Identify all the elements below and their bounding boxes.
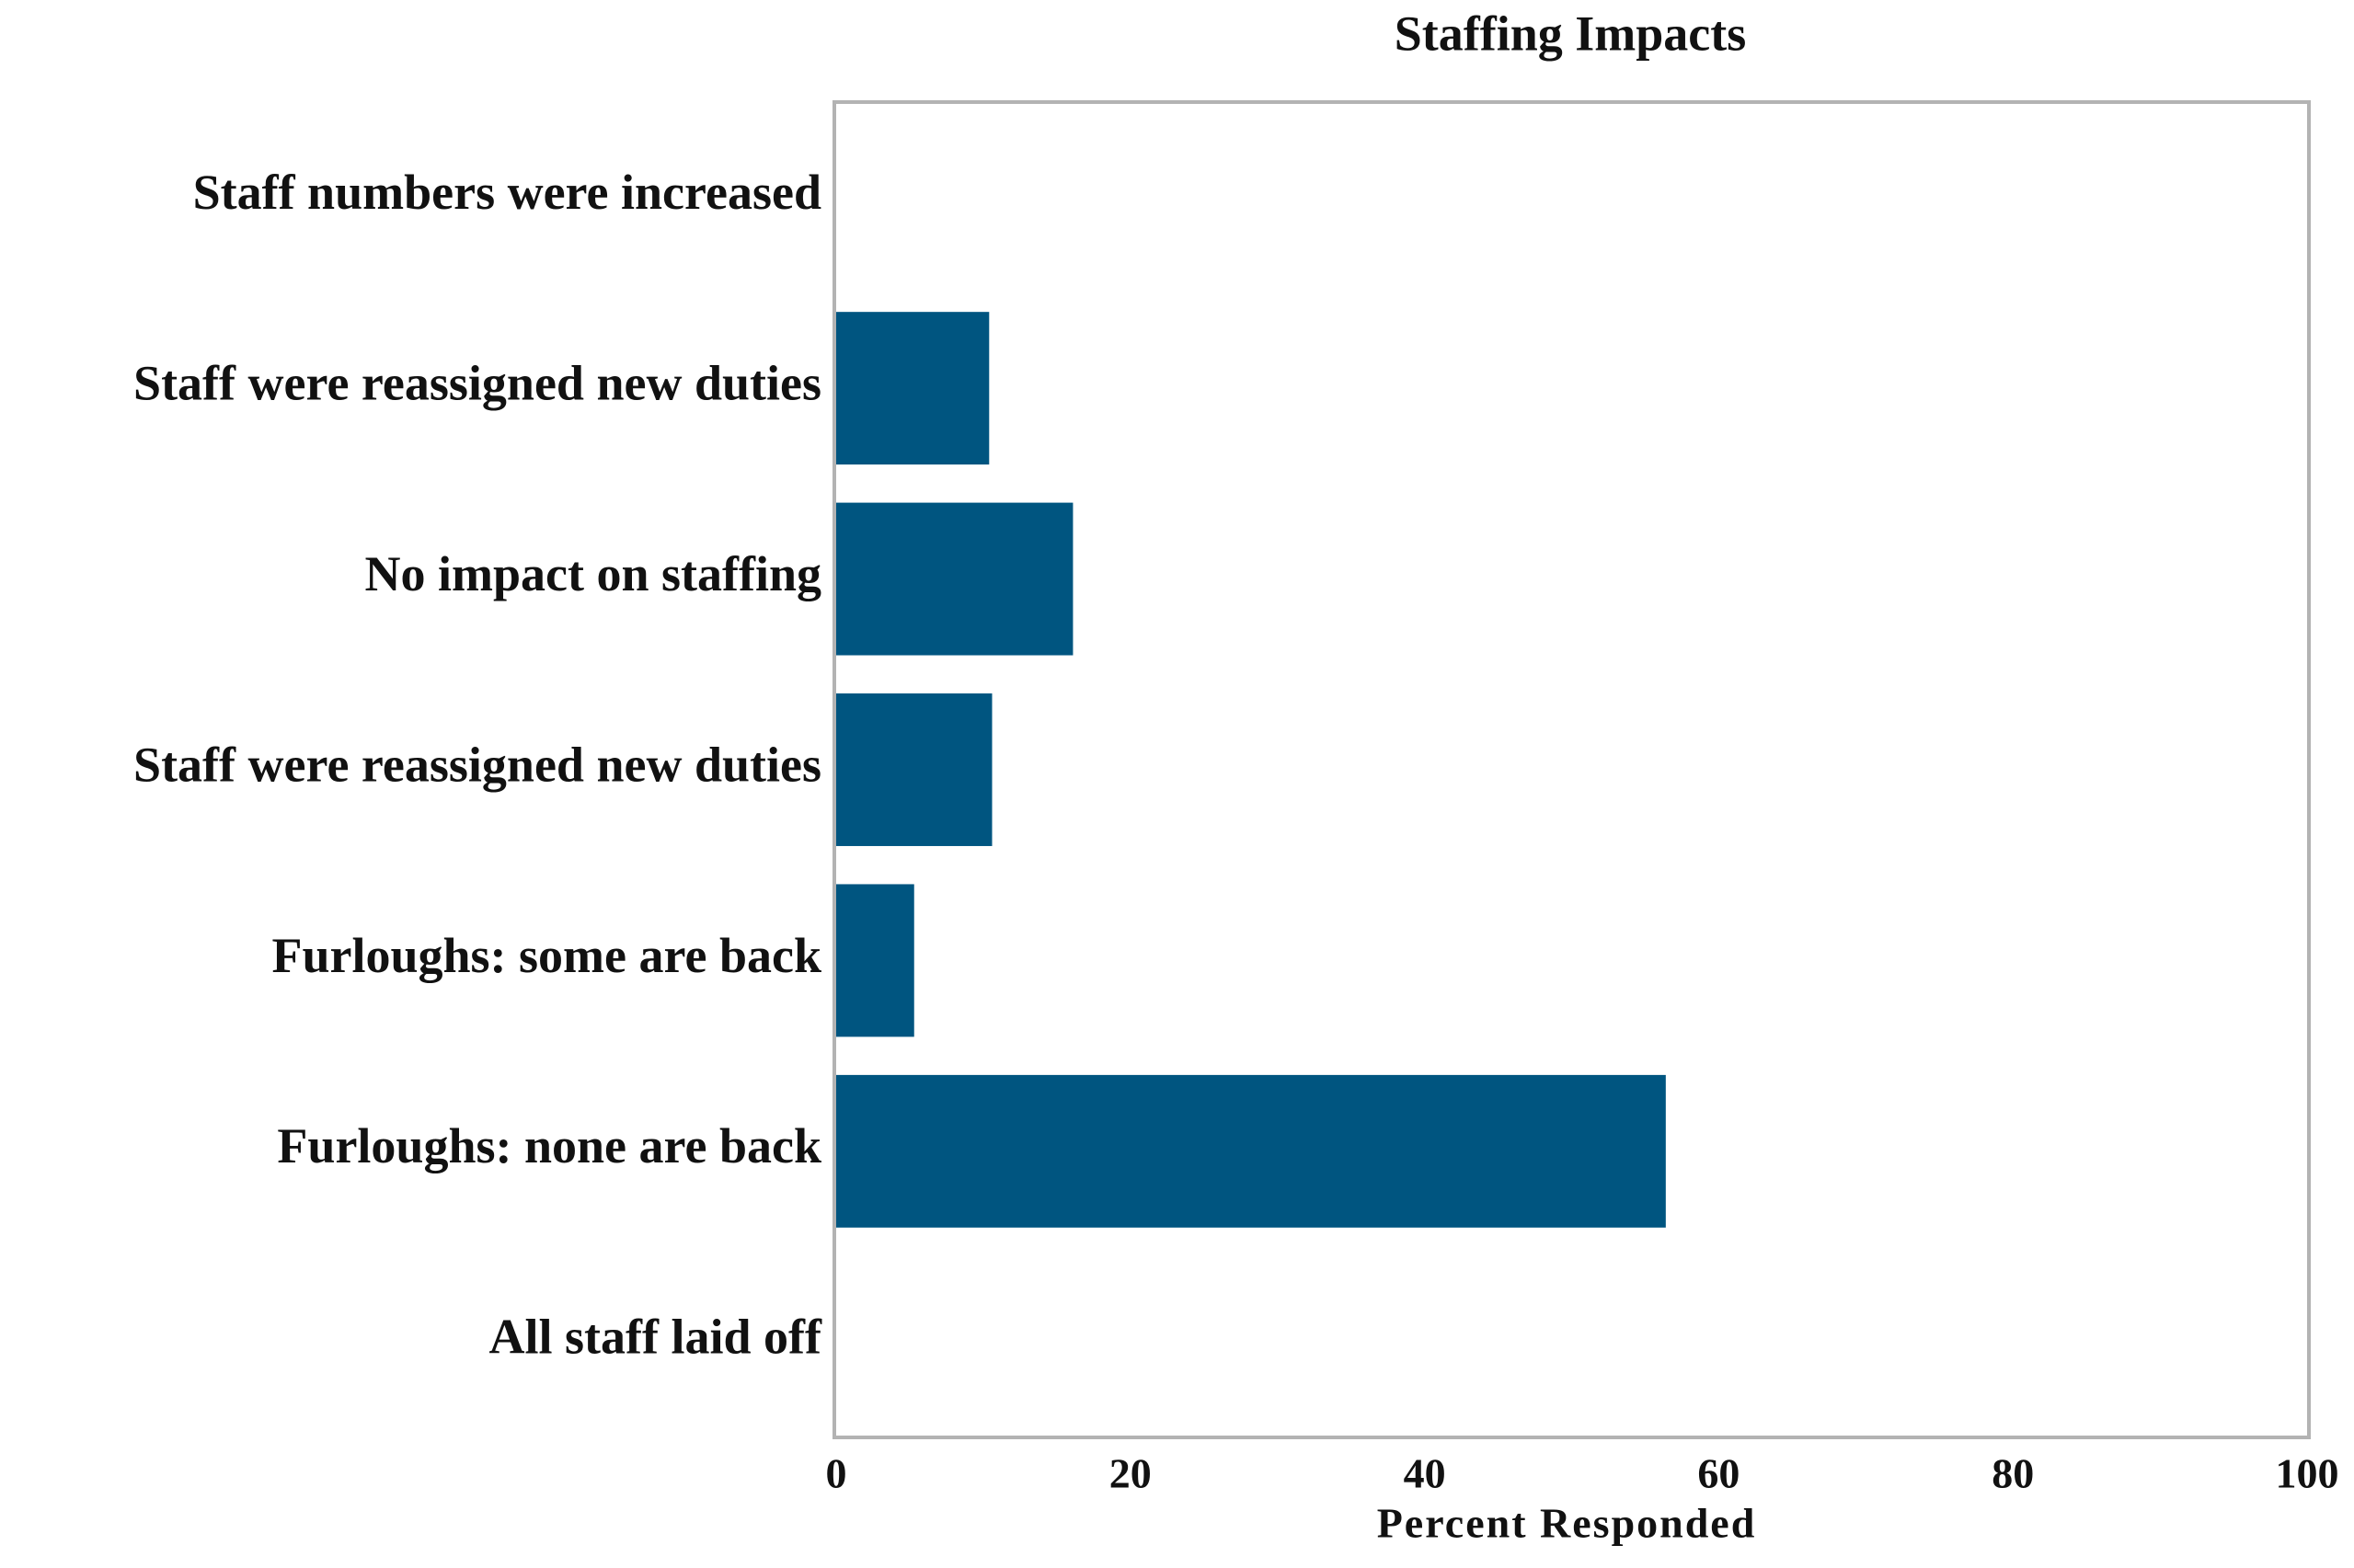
- x-axis-label: Percent Responded: [1377, 1500, 1757, 1547]
- x-tick-label: 100: [2276, 1450, 2339, 1497]
- bar: [836, 1074, 1666, 1228]
- x-tick-label: 20: [1109, 1450, 1152, 1497]
- y-tick-label: Staff numbers were increased: [193, 165, 821, 220]
- bar: [836, 502, 1074, 656]
- x-tick-label: 0: [826, 1450, 847, 1497]
- x-tick-label: 60: [1697, 1450, 1740, 1497]
- bar: [836, 884, 914, 1037]
- y-tick-label: No impact on staffing: [365, 546, 822, 601]
- y-tick-label: All staff laid off: [489, 1310, 822, 1365]
- y-tick-label: Furloughs: none are back: [277, 1118, 821, 1173]
- bar: [836, 693, 993, 846]
- y-tick-label: Staff were reassigned new duties: [133, 737, 821, 792]
- x-tick-label: 80: [1992, 1450, 2034, 1497]
- chart-title: Staffing Impacts: [1395, 6, 1747, 61]
- y-tick-label: Furloughs: some are back: [271, 928, 821, 983]
- bar: [836, 312, 990, 465]
- x-tick-label: 40: [1404, 1450, 1446, 1497]
- plot-frame: [833, 100, 2311, 1439]
- y-tick-label: Staff were reassigned new duties: [133, 356, 821, 411]
